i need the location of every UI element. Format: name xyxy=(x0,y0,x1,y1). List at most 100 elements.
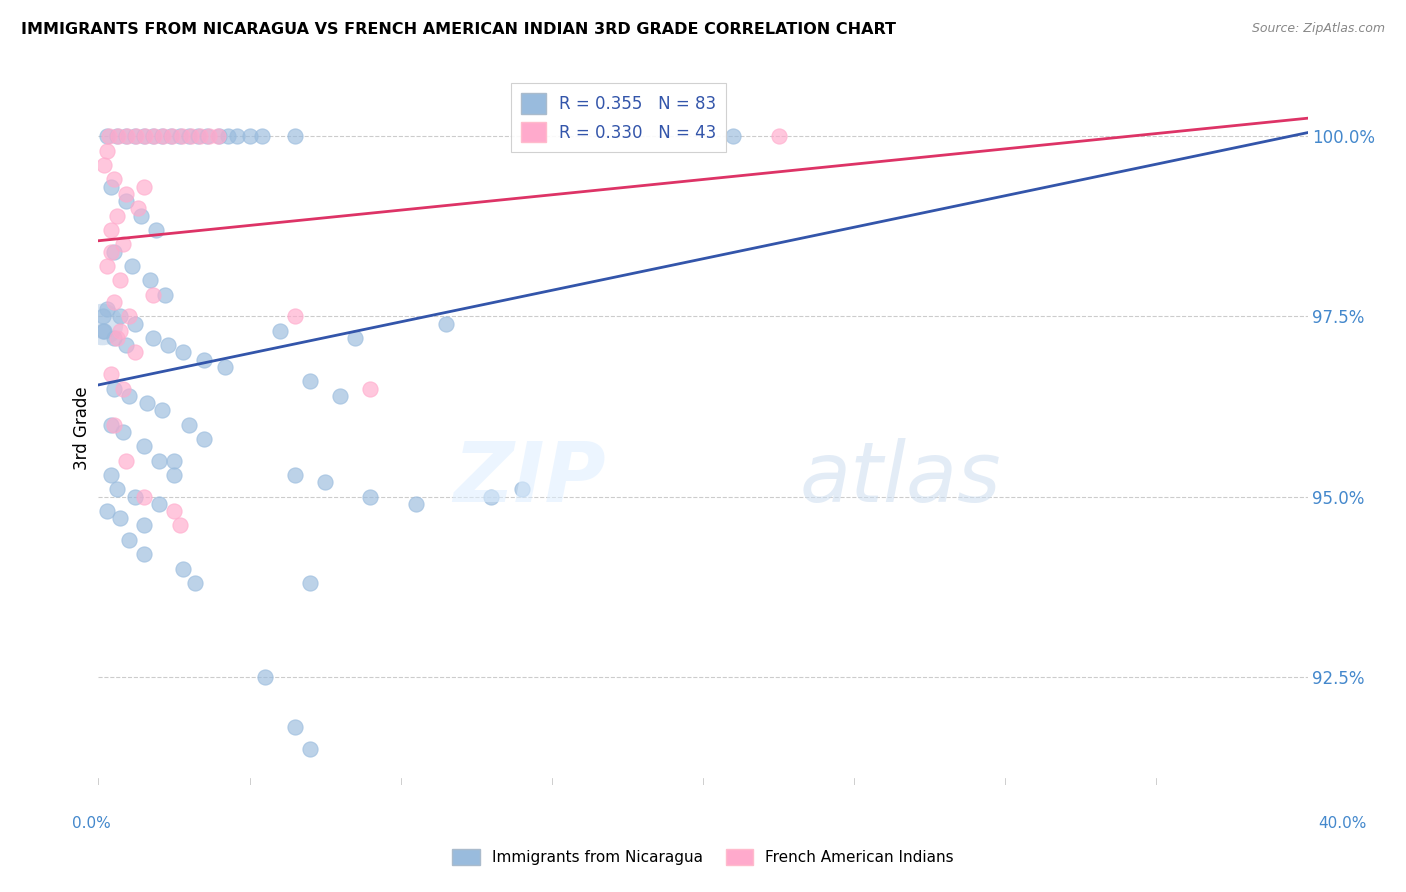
Point xyxy=(111,382,134,396)
Point xyxy=(169,129,191,144)
Point xyxy=(195,129,218,144)
Point xyxy=(124,317,146,331)
Point xyxy=(184,576,207,591)
Point xyxy=(253,670,276,684)
Point xyxy=(299,576,322,591)
Point xyxy=(169,518,191,533)
Point xyxy=(108,511,131,525)
Point xyxy=(107,129,129,144)
Point xyxy=(239,129,262,144)
Point xyxy=(284,468,307,483)
Point xyxy=(150,129,173,144)
Point xyxy=(188,129,211,144)
Point xyxy=(91,310,114,324)
Point xyxy=(100,179,122,194)
Point xyxy=(103,295,125,310)
Point xyxy=(100,367,122,381)
Legend: R = 0.355   N = 83, R = 0.330   N = 43: R = 0.355 N = 83, R = 0.330 N = 43 xyxy=(510,83,725,153)
Point xyxy=(125,129,148,144)
Point xyxy=(132,547,155,561)
Point xyxy=(160,129,183,144)
Point xyxy=(108,324,131,338)
Point xyxy=(129,209,152,223)
Point xyxy=(91,324,114,338)
Point xyxy=(163,468,186,483)
Point xyxy=(105,209,128,223)
Point xyxy=(180,129,202,144)
Point xyxy=(170,129,193,144)
Point xyxy=(148,497,170,511)
Point xyxy=(226,129,249,144)
Point xyxy=(142,331,165,345)
Point xyxy=(114,194,136,208)
Point xyxy=(105,483,128,497)
Point xyxy=(284,310,307,324)
Point xyxy=(96,129,118,144)
Point xyxy=(344,331,367,345)
Point xyxy=(284,129,307,144)
Point xyxy=(118,533,141,547)
Point xyxy=(103,382,125,396)
Point xyxy=(108,273,131,287)
Point xyxy=(103,172,125,186)
Point xyxy=(121,259,143,273)
Point xyxy=(148,453,170,467)
Point xyxy=(96,302,118,317)
Point xyxy=(360,382,382,396)
Point xyxy=(100,223,122,237)
Point xyxy=(172,345,194,359)
Point xyxy=(124,345,146,359)
Point xyxy=(93,158,115,172)
Point xyxy=(100,468,122,483)
Point xyxy=(103,417,125,432)
Point xyxy=(132,518,155,533)
Point xyxy=(250,129,273,144)
Point xyxy=(115,129,138,144)
Text: atlas: atlas xyxy=(800,438,1001,518)
Point xyxy=(124,490,146,504)
Point xyxy=(193,432,215,446)
Point xyxy=(405,497,427,511)
Point xyxy=(153,288,176,302)
Point xyxy=(96,504,118,518)
Point xyxy=(118,389,141,403)
Point xyxy=(768,129,790,144)
Point xyxy=(111,425,134,439)
Point xyxy=(93,324,115,338)
Point xyxy=(723,129,745,144)
Point xyxy=(103,331,125,345)
Point xyxy=(197,129,219,144)
Point xyxy=(193,352,215,367)
Point xyxy=(96,144,118,158)
Point xyxy=(105,331,128,345)
Point xyxy=(299,742,322,756)
Point xyxy=(91,317,114,331)
Point xyxy=(139,273,162,287)
Point xyxy=(434,317,457,331)
Point xyxy=(105,129,128,144)
Point xyxy=(98,129,121,144)
Point xyxy=(150,403,173,417)
Point xyxy=(132,439,155,453)
Point xyxy=(114,453,136,467)
Point xyxy=(329,389,352,403)
Point xyxy=(132,129,155,144)
Point xyxy=(172,562,194,576)
Point xyxy=(114,338,136,352)
Point xyxy=(481,490,503,504)
Point xyxy=(114,186,136,201)
Point xyxy=(100,244,122,259)
Point xyxy=(100,417,122,432)
Point xyxy=(145,223,167,237)
Point xyxy=(152,129,174,144)
Point xyxy=(179,417,201,432)
Text: IMMIGRANTS FROM NICARAGUA VS FRENCH AMERICAN INDIAN 3RD GRADE CORRELATION CHART: IMMIGRANTS FROM NICARAGUA VS FRENCH AMER… xyxy=(21,22,896,37)
Point xyxy=(179,129,201,144)
Point xyxy=(114,129,136,144)
Y-axis label: 3rd Grade: 3rd Grade xyxy=(73,386,91,470)
Point xyxy=(163,504,186,518)
Point xyxy=(208,129,231,144)
Point xyxy=(156,338,179,352)
Point xyxy=(510,483,533,497)
Text: ZIP: ZIP xyxy=(454,438,606,518)
